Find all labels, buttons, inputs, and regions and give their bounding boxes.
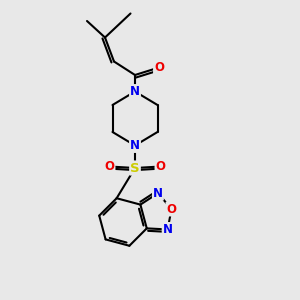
Text: O: O	[104, 160, 115, 173]
Text: S: S	[130, 161, 140, 175]
Text: O: O	[154, 61, 164, 74]
Text: N: N	[153, 187, 163, 200]
Text: N: N	[130, 139, 140, 152]
Text: O: O	[167, 202, 176, 215]
Text: N: N	[163, 223, 172, 236]
Text: O: O	[155, 160, 166, 173]
Text: N: N	[130, 85, 140, 98]
